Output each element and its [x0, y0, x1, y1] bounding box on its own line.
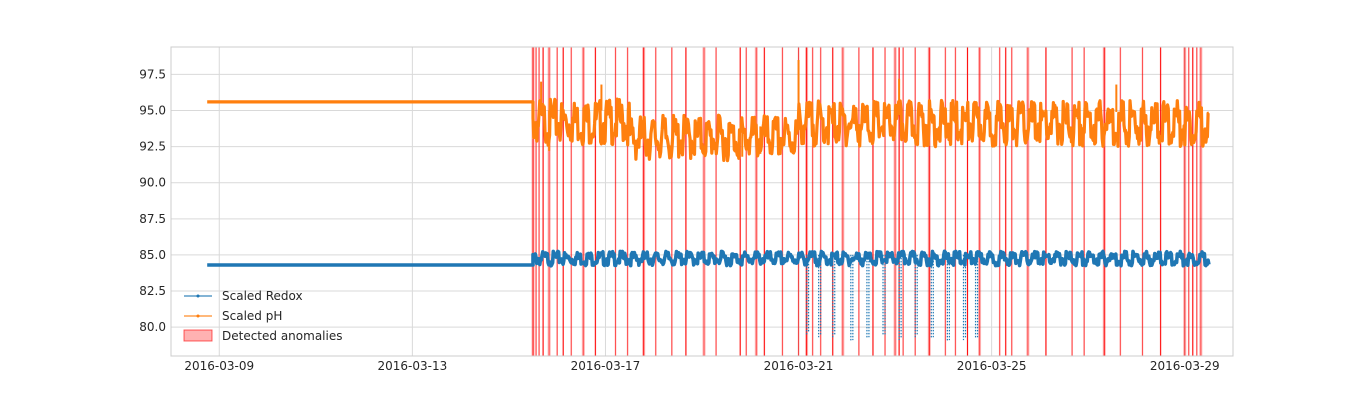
legend-item-ph: Scaled pH	[184, 309, 282, 323]
series-line-redox	[207, 249, 1211, 268]
legend-swatch-anomalies	[183, 329, 213, 342]
x-tick-label: 2016-03-25	[957, 359, 1027, 373]
y-tick-label: 87.5	[139, 212, 166, 226]
y-tick-labels: 80.0 82.5 85.0 87.5 90.0 92.5 95.0 97.5	[139, 67, 166, 334]
legend-label-ph: Scaled pH	[222, 309, 282, 323]
y-tick-label: 82.5	[139, 284, 166, 298]
y-tick-label: 95.0	[139, 104, 166, 118]
legend-marker-ph	[196, 314, 200, 318]
x-tick-label: 2016-03-17	[571, 359, 641, 373]
y-tick-label: 80.0	[139, 320, 166, 334]
plot-area-background	[171, 47, 1233, 356]
legend-label-redox: Scaled Redox	[222, 289, 303, 303]
legend-item-redox: Scaled Redox	[184, 289, 303, 303]
x-tick-label: 2016-03-13	[377, 359, 447, 373]
x-tick-label: 2016-03-21	[764, 359, 834, 373]
y-tick-label: 90.0	[139, 176, 166, 190]
legend-label-anomalies: Detected anomalies	[222, 329, 342, 343]
anomaly-spans	[531, 47, 1203, 356]
legend-item-anomalies: Detected anomalies	[183, 329, 342, 343]
plot-frame	[170, 46, 1234, 357]
y-tick-label: 97.5	[139, 67, 166, 81]
series-layer	[207, 59, 1211, 342]
y-tick-label: 92.5	[139, 140, 166, 154]
x-tick-label: 2016-03-09	[184, 359, 254, 373]
legend-marker-redox	[196, 294, 200, 298]
series-line-ph	[207, 97, 1210, 163]
x-tick-label: 2016-03-29	[1150, 359, 1220, 373]
x-tick-labels: 2016-03-09 2016-03-13 2016-03-17 2016-03-21…	[184, 359, 1219, 373]
y-tick-label: 85.0	[139, 248, 166, 262]
legend: Scaled Redox Scaled pH Detected anomalie…	[183, 289, 342, 343]
